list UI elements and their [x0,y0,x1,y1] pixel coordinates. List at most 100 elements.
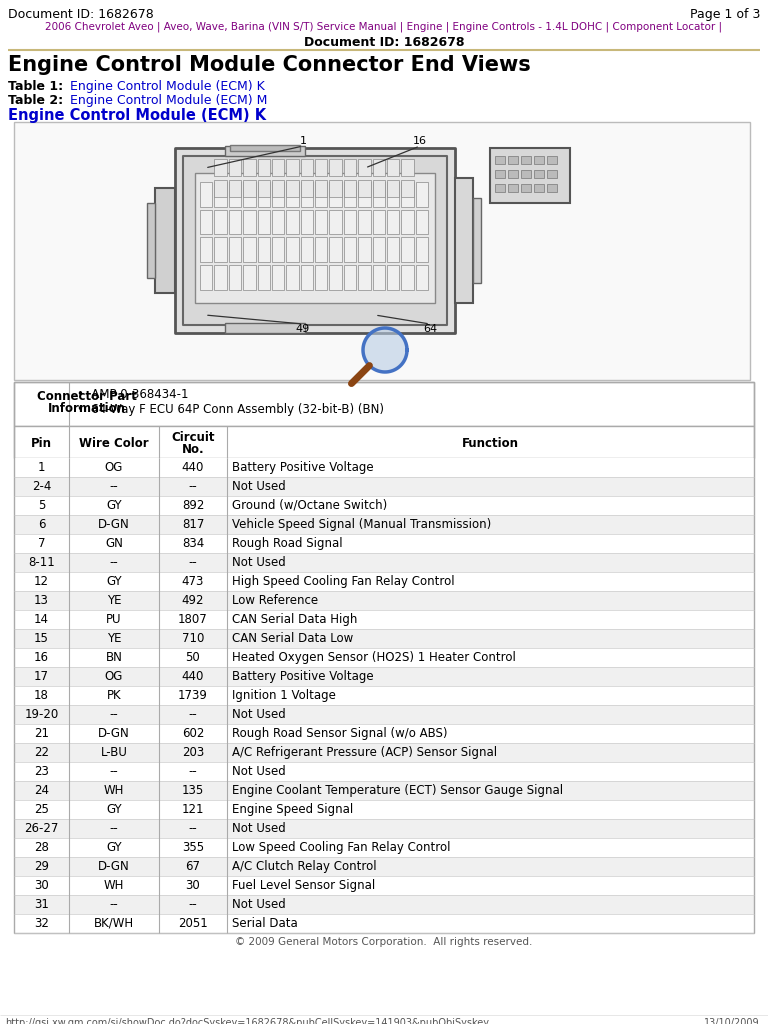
Bar [329,238,342,262]
Text: No.: No. [182,443,204,456]
Bar [344,182,356,207]
Bar [14,553,754,572]
Bar [14,496,754,515]
Text: 355: 355 [182,841,204,854]
Text: Pin: Pin [31,437,52,450]
Bar [490,148,570,203]
Bar [286,182,299,207]
Text: Rough Road Sensor Signal (w/o ABS): Rough Road Sensor Signal (w/o ABS) [232,727,448,740]
Bar [372,159,385,176]
Bar [272,265,284,290]
Bar [272,159,284,176]
Text: GY: GY [106,803,122,816]
Bar [358,238,370,262]
Bar [521,156,531,164]
Bar [14,857,754,876]
Text: CAN Serial Data High: CAN Serial Data High [232,613,357,626]
Bar [155,188,175,293]
Text: 1: 1 [38,461,45,474]
Bar [286,180,299,197]
Text: BK/WH: BK/WH [94,918,134,930]
Bar [372,265,385,290]
Bar [387,182,399,207]
Bar [200,265,213,290]
Bar [372,182,385,207]
Text: OG: OG [104,461,123,474]
Bar [344,159,356,176]
Bar [272,210,284,234]
Bar [387,159,399,176]
Text: Document ID: 1682678: Document ID: 1682678 [8,8,154,22]
Text: 1: 1 [300,136,306,146]
Text: Heated Oxygen Sensor (HO2S) 1 Heater Control: Heated Oxygen Sensor (HO2S) 1 Heater Con… [232,651,516,664]
Bar [14,591,754,610]
Bar [257,182,270,207]
Text: 602: 602 [182,727,204,740]
Bar [372,210,385,234]
Bar [415,265,428,290]
Bar [286,265,299,290]
Bar [495,156,505,164]
Bar [534,184,544,193]
Bar [257,210,270,234]
Text: 6: 6 [38,518,45,531]
Text: Low Speed Cooling Fan Relay Control: Low Speed Cooling Fan Relay Control [232,841,451,854]
Text: 32: 32 [34,918,49,930]
Bar [14,477,754,496]
Text: 21: 21 [34,727,49,740]
Bar [200,210,213,234]
Text: 23: 23 [34,765,49,778]
Text: 17: 17 [34,670,49,683]
Bar [214,180,227,197]
Text: 64: 64 [423,324,437,334]
Bar [372,238,385,262]
Bar [195,173,435,303]
Bar [286,238,299,262]
Text: 121: 121 [182,803,204,816]
Text: 24: 24 [34,784,49,797]
Bar [300,159,313,176]
Text: 15: 15 [34,632,49,645]
Bar [344,210,356,234]
Bar [315,182,327,207]
Text: 440: 440 [182,670,204,683]
Bar [200,182,213,207]
Text: 50: 50 [186,651,200,664]
Text: Table 2:: Table 2: [8,94,63,106]
Bar [401,210,414,234]
Text: --: -- [110,556,118,569]
Bar [214,238,227,262]
Bar [14,895,754,914]
Text: Low Reference: Low Reference [232,594,318,607]
Text: 30: 30 [34,879,49,892]
Text: Engine Control Module (ECM) M: Engine Control Module (ECM) M [70,94,267,106]
Text: 135: 135 [182,784,204,797]
Bar [387,265,399,290]
Bar [14,610,754,629]
Bar [272,238,284,262]
Bar [243,182,256,207]
Text: 31: 31 [34,898,49,911]
Bar [214,159,227,176]
Bar [401,265,414,290]
Bar [14,781,754,800]
Bar [547,170,557,178]
Text: D-GN: D-GN [98,860,130,873]
Text: D-GN: D-GN [98,727,130,740]
Text: Not Used: Not Used [232,480,286,493]
Text: Engine Control Module (ECM) K: Engine Control Module (ECM) K [8,108,266,123]
Bar [229,159,241,176]
Bar [329,182,342,207]
Bar [300,238,313,262]
Bar [415,182,428,207]
Text: OG: OG [104,670,123,683]
Text: 16: 16 [34,651,49,664]
Bar [358,180,370,197]
Text: GY: GY [106,575,122,588]
Text: L-BU: L-BU [101,746,127,759]
Bar [243,180,256,197]
Text: High Speed Cooling Fan Relay Control: High Speed Cooling Fan Relay Control [232,575,455,588]
Text: GN: GN [105,537,123,550]
Bar [14,458,754,477]
Bar [229,265,241,290]
